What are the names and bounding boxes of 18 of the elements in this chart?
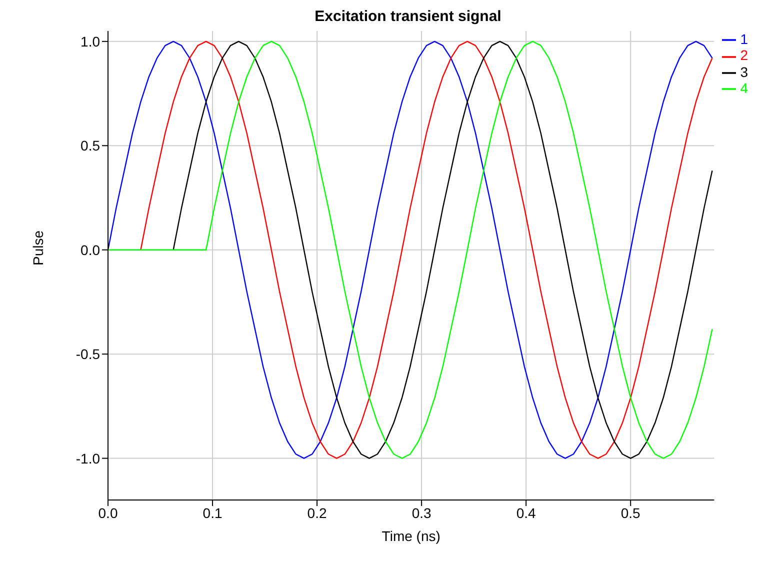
y-tick-label: 0.0: [80, 242, 100, 258]
y-tick-label: 0.5: [80, 138, 100, 154]
x-tick-label: 0.1: [202, 504, 222, 521]
x-tick-label: 0.3: [412, 504, 432, 521]
chart-title: Excitation transient signal: [314, 8, 502, 25]
legend-label: 2: [740, 47, 748, 64]
y-tick-label: -0.5: [76, 346, 100, 362]
y-tick-label: -1.0: [76, 450, 100, 466]
legend-label: 3: [740, 64, 748, 80]
x-tick-label: 0.4: [516, 504, 536, 521]
x-axis-title: Time (ns): [382, 528, 440, 544]
legend-label: 4: [740, 80, 748, 96]
x-tick-label: 0.0: [98, 504, 118, 521]
x-tick-label: 0.2: [307, 504, 327, 521]
y-axis-title: Pulse: [30, 230, 46, 266]
y-tick-label: 1.0: [80, 33, 100, 50]
x-tick-label: 0.5: [620, 504, 641, 521]
legend-label: 1: [740, 31, 748, 47]
